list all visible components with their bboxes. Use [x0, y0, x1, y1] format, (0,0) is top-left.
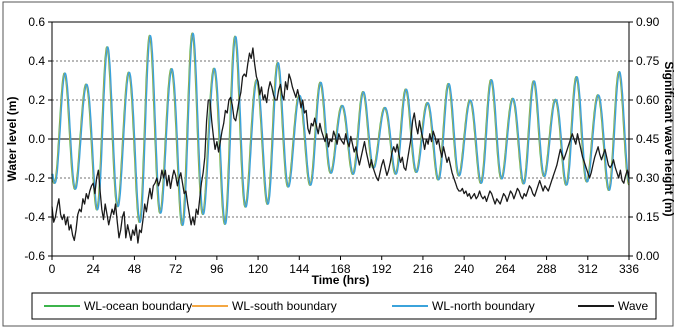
- x-tick-label: 24: [87, 262, 101, 276]
- ticks-layer: 0 24 48 72 96 120 144 168 192 216 240 264 288 312 336 -…: [24, 15, 659, 276]
- y2-tick-label: 0.90: [636, 15, 660, 29]
- legend-label: WL-north boundary: [432, 299, 535, 313]
- legend-label: WL-ocean boundary: [84, 299, 192, 313]
- x-tick-label: 312: [578, 262, 598, 276]
- y-tick-label: 0.2: [28, 93, 45, 107]
- y2-tick-label: 0.00: [636, 249, 660, 263]
- x-tick-label: 96: [210, 262, 224, 276]
- x-tick-label: 72: [169, 262, 183, 276]
- x-tick-label: 336: [619, 262, 639, 276]
- series-line-2: [51, 32, 630, 226]
- y-tick-label: 0.6: [28, 15, 45, 29]
- x-axis-label: Time (hrs): [312, 273, 370, 287]
- x-tick-label: 168: [330, 262, 350, 276]
- legend: WL-ocean boundary WL-south boundary WL-nor…: [44, 299, 649, 313]
- y2-tick-label: 0.60: [636, 93, 660, 107]
- x-tick-label: 48: [128, 262, 142, 276]
- y-tick-label: 0.4: [28, 54, 45, 68]
- x-tick-label: 240: [454, 262, 474, 276]
- series-layer: [51, 32, 630, 244]
- y2-tick-label: 0.30: [636, 171, 660, 185]
- y-tick-label: -0.6: [24, 249, 45, 263]
- legend-label: Wave: [618, 299, 649, 313]
- x-tick-label: 216: [413, 262, 433, 276]
- x-tick-label: 144: [289, 262, 309, 276]
- series-line-wave: [51, 47, 630, 244]
- grid-layer: [52, 60, 629, 218]
- x-tick-label: 264: [495, 262, 515, 276]
- y2-axis-label: Significant wave height (m): [662, 61, 676, 216]
- y-tick-label: 0.0: [28, 132, 45, 146]
- y-axis-label: Water level (m): [5, 97, 19, 182]
- y2-tick-label: 0.15: [636, 210, 660, 224]
- y-tick-label: -0.2: [24, 171, 45, 185]
- legend-label: WL-south boundary: [232, 299, 337, 313]
- x-tick-label: 0: [49, 262, 56, 276]
- legend-box: [31, 292, 657, 320]
- x-tick-label: 288: [537, 262, 557, 276]
- y2-tick-label: 0.75: [636, 54, 660, 68]
- y-tick-label: -0.4: [24, 210, 45, 224]
- x-tick-label: 120: [248, 262, 268, 276]
- y2-tick-label: 0.45: [636, 132, 660, 146]
- x-tick-label: 192: [372, 262, 392, 276]
